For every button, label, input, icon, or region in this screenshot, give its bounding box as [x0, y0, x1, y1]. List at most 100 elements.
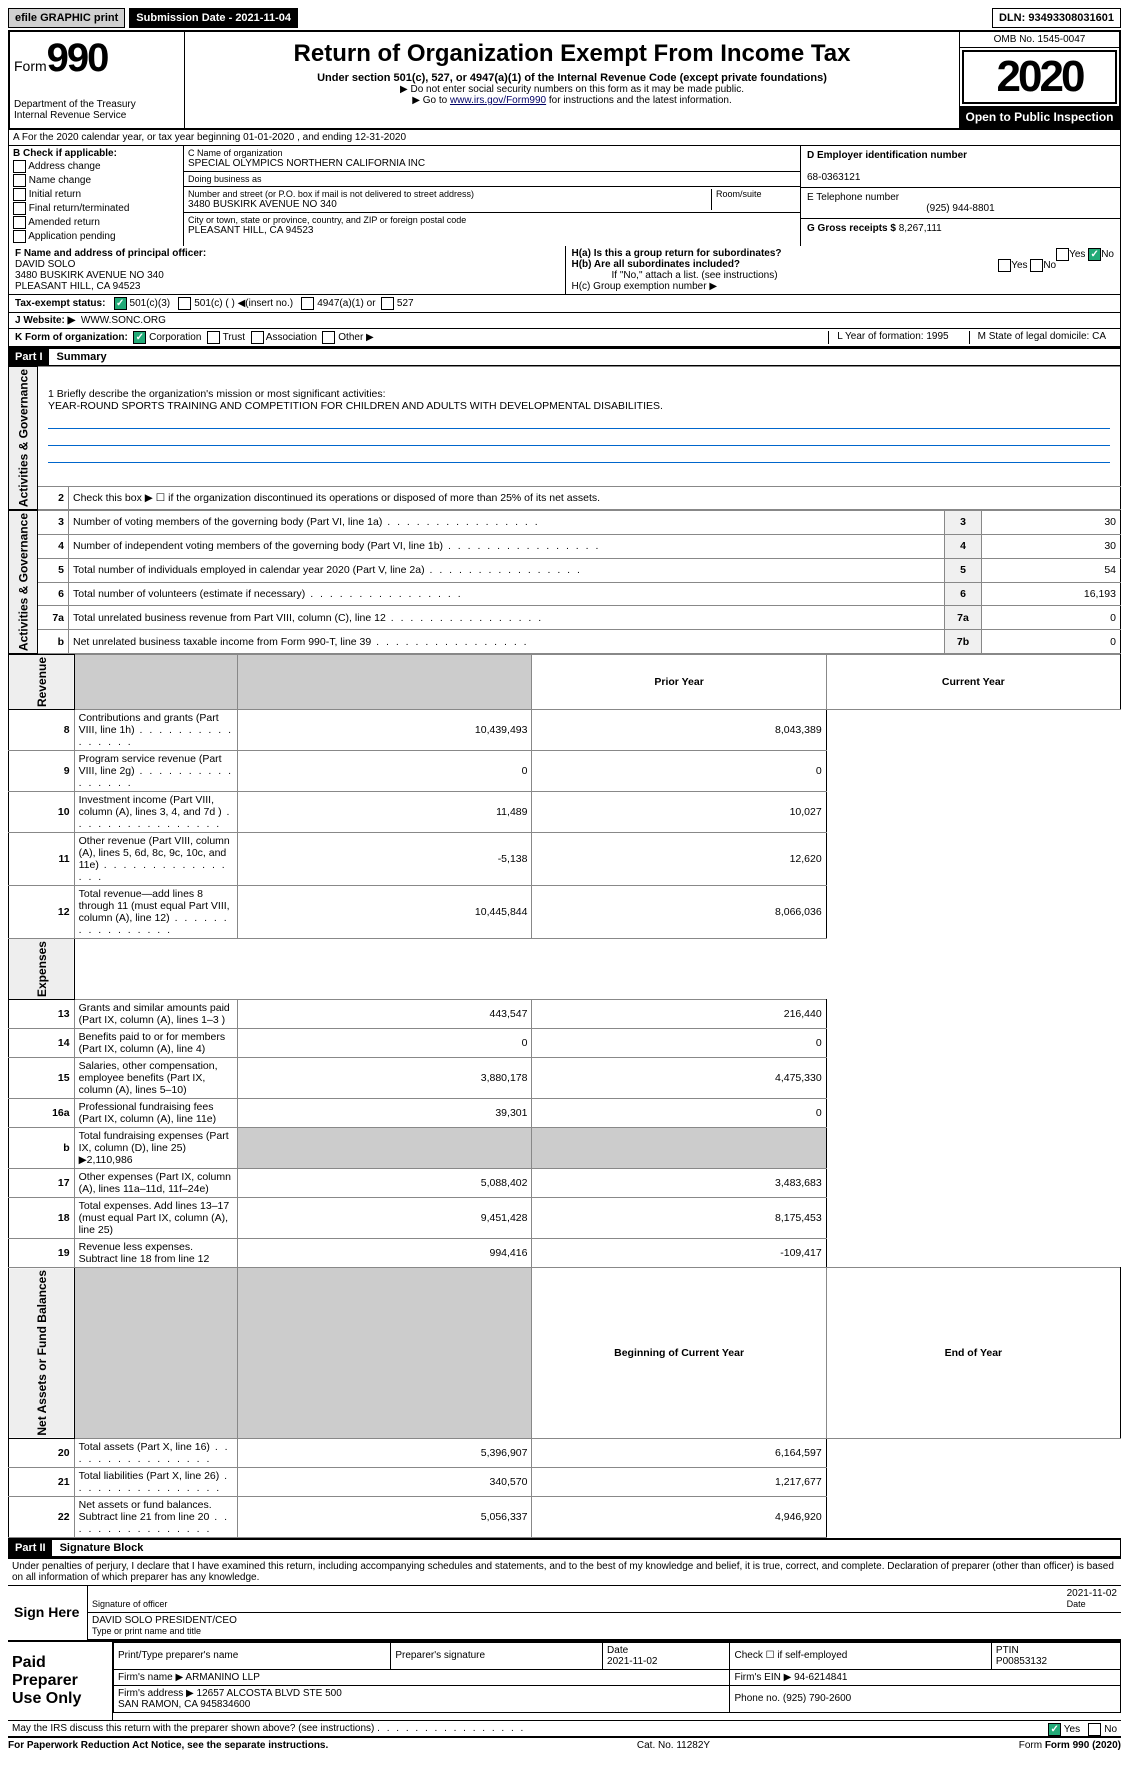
current-year: 4,475,330 [532, 1058, 826, 1099]
firm-name-label: Firm's name ▶ [118, 1672, 183, 1683]
website-label: J Website: ▶ [15, 315, 75, 326]
k-other: Other ▶ [338, 332, 373, 343]
cat-no: Cat. No. 11282Y [637, 1740, 710, 1751]
line-num: 10 [9, 792, 75, 833]
part2-title: Signature Block [52, 1540, 152, 1556]
form-title: Return of Organization Exempt From Incom… [191, 40, 953, 68]
cb-address-change[interactable]: Address change [13, 160, 179, 173]
col-boy: Beginning of Current Year [532, 1268, 826, 1439]
firm-ein: 94-6214841 [794, 1672, 847, 1683]
line-desc: Total number of individuals employed in … [69, 558, 945, 582]
line-desc: Grants and similar amounts paid (Part IX… [74, 1000, 238, 1029]
current-year: 216,440 [532, 1000, 826, 1029]
line-desc: Number of independent voting members of … [69, 534, 945, 558]
col-right: D Employer identification number 68-0363… [800, 146, 1120, 246]
tax-year: 2020 [962, 50, 1117, 104]
form990-link[interactable]: www.irs.gov/Form990 [450, 95, 546, 106]
side-revenue: Revenue [9, 655, 75, 710]
prior-year: 994,416 [238, 1239, 532, 1268]
form-990-ref: Form 990 (2020) [1045, 1740, 1121, 1751]
row-a-period: A For the 2020 calendar year, or tax yea… [8, 130, 1121, 146]
line-desc: Net unrelated business taxable income fr… [69, 630, 945, 654]
addr-label: Number and street (or P.O. box if mail i… [188, 189, 711, 199]
cb-label: Amended return [28, 217, 100, 228]
prior-year: 5,088,402 [238, 1169, 532, 1198]
state-domicile: M State of legal domicile: CA [969, 331, 1114, 344]
ein-label: D Employer identification number [807, 150, 967, 161]
col-c-org: C Name of organization SPECIAL OLYMPICS … [184, 146, 800, 246]
line-val: 0 [982, 630, 1121, 654]
sig-officer-label: Signature of officer [92, 1599, 167, 1609]
527: 527 [397, 298, 414, 309]
line-desc: Revenue less expenses. Subtract line 18 … [74, 1239, 238, 1268]
line-desc: Total liabilities (Part X, line 26) [74, 1467, 238, 1496]
line-num: 9 [9, 751, 75, 792]
ptin: P00853132 [996, 1656, 1047, 1667]
line-num: b [38, 630, 69, 654]
line-desc: Program service revenue (Part VIII, line… [74, 751, 238, 792]
line-desc: Total unrelated business revenue from Pa… [69, 606, 945, 630]
department: Department of the Treasury Internal Reve… [14, 99, 180, 121]
side-governance-2: Activities & Governance [9, 511, 38, 654]
row-j-website: J Website: ▶ WWW.SONC.ORG [8, 313, 1121, 329]
prior-year: 0 [238, 1029, 532, 1058]
current-year [532, 1128, 826, 1169]
discuss-label: May the IRS discuss this return with the… [12, 1723, 374, 1734]
line-num: 13 [9, 1000, 75, 1029]
firm-ein-label: Firm's EIN ▶ [734, 1672, 791, 1683]
omb-number: OMB No. 1545-0047 [960, 32, 1119, 48]
line-box: 4 [945, 534, 982, 558]
cb-initial-return[interactable]: Initial return [13, 188, 179, 201]
line-num: 20 [9, 1438, 75, 1467]
pra-notice: For Paperwork Reduction Act Notice, see … [8, 1740, 328, 1751]
cb-label: Final return/terminated [29, 203, 130, 214]
prior-year: -5,138 [238, 833, 532, 886]
officer-name: DAVID SOLO [15, 259, 75, 270]
ssn-note: ▶ Do not enter social security numbers o… [191, 84, 953, 95]
cb-amended[interactable]: Amended return [13, 216, 179, 229]
city-label: City or town, state or province, country… [188, 215, 796, 225]
prior-year: 11,489 [238, 792, 532, 833]
prior-year [238, 1128, 532, 1169]
boy: 340,570 [238, 1467, 532, 1496]
line-box: 3 [945, 511, 982, 535]
k-label: K Form of organization: [15, 332, 128, 343]
phone-label: E Telephone number [807, 192, 899, 203]
firm-phone: (925) 790-2600 [783, 1693, 851, 1704]
pp-date-label: Date [607, 1645, 628, 1656]
signature-block: Under penalties of perjury, I declare th… [8, 1557, 1121, 1738]
4947: 4947(a)(1) or [317, 298, 375, 309]
phone: (925) 944-8801 [807, 203, 1114, 214]
current-year: 3,483,683 [532, 1169, 826, 1198]
summary-table: Activities & Governance 1 Briefly descri… [8, 366, 1121, 510]
pp-name-label: Print/Type preparer's name [114, 1642, 391, 1669]
cb-name-change[interactable]: Name change [13, 174, 179, 187]
line-num: 19 [9, 1239, 75, 1268]
line-num: 5 [38, 558, 69, 582]
line-desc: Total revenue—add lines 8 through 11 (mu… [74, 886, 238, 939]
tax-status-label: Tax-exempt status: [15, 298, 105, 309]
col-current-year: Current Year [826, 655, 1120, 710]
open-public: Open to Public Inspection [960, 106, 1119, 128]
officer-addr: 3480 BUSKIRK AVENUE NO 340 PLEASANT HILL… [15, 270, 164, 292]
cb-app-pending[interactable]: Application pending [13, 230, 179, 243]
cb-final-return[interactable]: Final return/terminated [13, 202, 179, 215]
mission-block: 1 Briefly describe the organization's mi… [42, 384, 1116, 469]
form-number: Form990 [14, 36, 180, 81]
current-year: 8,043,389 [532, 710, 826, 751]
prior-year: 10,439,493 [238, 710, 532, 751]
paid-preparer-label: Paid Preparer Use Only [8, 1642, 113, 1720]
hb-label: H(b) Are all subordinates included? [572, 259, 741, 270]
line-desc: Investment income (Part VIII, column (A)… [74, 792, 238, 833]
form-header: Form990 Department of the Treasury Inter… [8, 30, 1121, 130]
eoy: 4,946,920 [532, 1496, 826, 1537]
line-desc: Total expenses. Add lines 13–17 (must eq… [74, 1198, 238, 1239]
form-ref: Form Form 990 (2020) [1019, 1740, 1121, 1751]
boy: 5,056,337 [238, 1496, 532, 1537]
line-num: 6 [38, 582, 69, 606]
line-desc: Other expenses (Part IX, column (A), lin… [74, 1169, 238, 1198]
form-subtitle: Under section 501(c), 527, or 4947(a)(1)… [191, 72, 953, 84]
org-name-label: C Name of organization [188, 148, 796, 158]
line-val: 0 [982, 606, 1121, 630]
officer-printed: DAVID SOLO PRESIDENT/CEO [92, 1615, 237, 1626]
